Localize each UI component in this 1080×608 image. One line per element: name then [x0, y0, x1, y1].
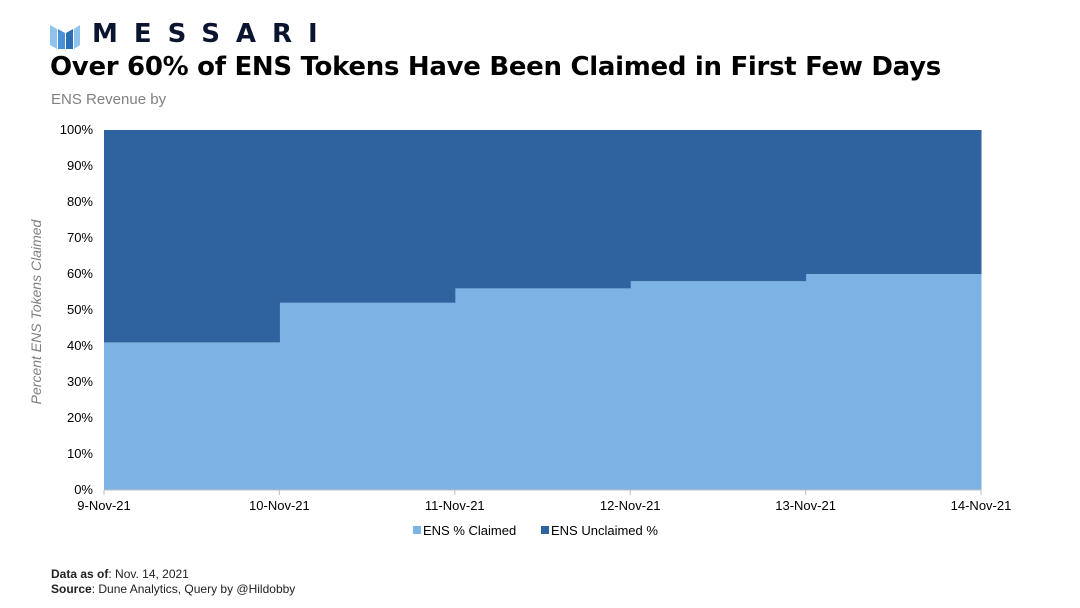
legend-swatch-1 — [541, 526, 549, 534]
x-tick-label-4: 13-Nov-21 — [775, 498, 836, 513]
area-segment-claimed-3 — [630, 281, 807, 490]
messari-logo-icon — [50, 25, 80, 49]
x-tick-label-2: 11-Nov-21 — [425, 498, 485, 513]
area-segment-claimed-2 — [454, 288, 631, 490]
y-tick-label-8: 80% — [67, 194, 93, 209]
area-segment-claimed-1 — [279, 302, 456, 490]
data-as-of-value: : Nov. 14, 2021 — [108, 567, 189, 581]
stacked-area-chart: 9-Nov-21 10-Nov-21 11-Nov-21 12-Nov-21 13-No… — [28, 122, 1012, 538]
y-tick-label-4: 40% — [67, 338, 93, 353]
x-tick-label-5: 14-Nov-21 — [951, 498, 1012, 513]
area-segment-unclaimed-1 — [279, 130, 456, 303]
footer: Data as of: Nov. 14, 2021 Source: Dune A… — [51, 567, 295, 597]
brand-name: MESSARI — [92, 19, 334, 49]
data-as-of-label: Data as of — [51, 567, 109, 581]
y-tick-label-1: 10% — [67, 446, 93, 461]
brand-header: MESSARI — [50, 14, 334, 54]
y-tick-label-10: 100% — [60, 122, 94, 137]
y-tick-label-3: 30% — [67, 374, 93, 389]
x-tick-label-1: 10-Nov-21 — [249, 498, 310, 513]
y-tick-label-9: 90% — [67, 158, 93, 173]
y-tick-label-7: 70% — [67, 230, 93, 245]
area-segment-unclaimed-0 — [104, 130, 280, 343]
y-tick-label-6: 60% — [67, 266, 93, 281]
page-title: Over 60% of ENS Tokens Have Been Claimed… — [50, 52, 941, 82]
x-tick-label-0: 9-Nov-21 — [77, 498, 130, 513]
area-segment-unclaimed-2 — [454, 130, 631, 289]
y-tick-label-0: 0% — [74, 482, 93, 497]
legend-label-1: ENS Unclaimed % — [551, 523, 658, 538]
area-segment-unclaimed-4 — [805, 130, 982, 274]
area-segment-claimed-4 — [805, 274, 982, 490]
area-segment-unclaimed-3 — [630, 130, 807, 282]
source-value: : Dune Analytics, Query by @Hildobby — [91, 582, 296, 596]
y-tick-label-2: 20% — [67, 410, 93, 425]
area-segment-claimed-0 — [104, 342, 280, 490]
source-line: Source: Dune Analytics, Query by @Hildob… — [51, 582, 295, 597]
x-tick-label-3: 12-Nov-21 — [600, 498, 661, 513]
source-label: Source — [51, 582, 92, 596]
y-tick-label-5: 50% — [67, 302, 93, 317]
legend-swatch-0 — [413, 526, 421, 534]
data-as-of-line: Data as of: Nov. 14, 2021 — [51, 567, 295, 582]
y-axis-label: Percent ENS Tokens Claimed — [28, 218, 44, 404]
legend-label-0: ENS % Claimed — [423, 523, 516, 538]
page-subtitle: ENS Revenue by — [51, 91, 167, 108]
